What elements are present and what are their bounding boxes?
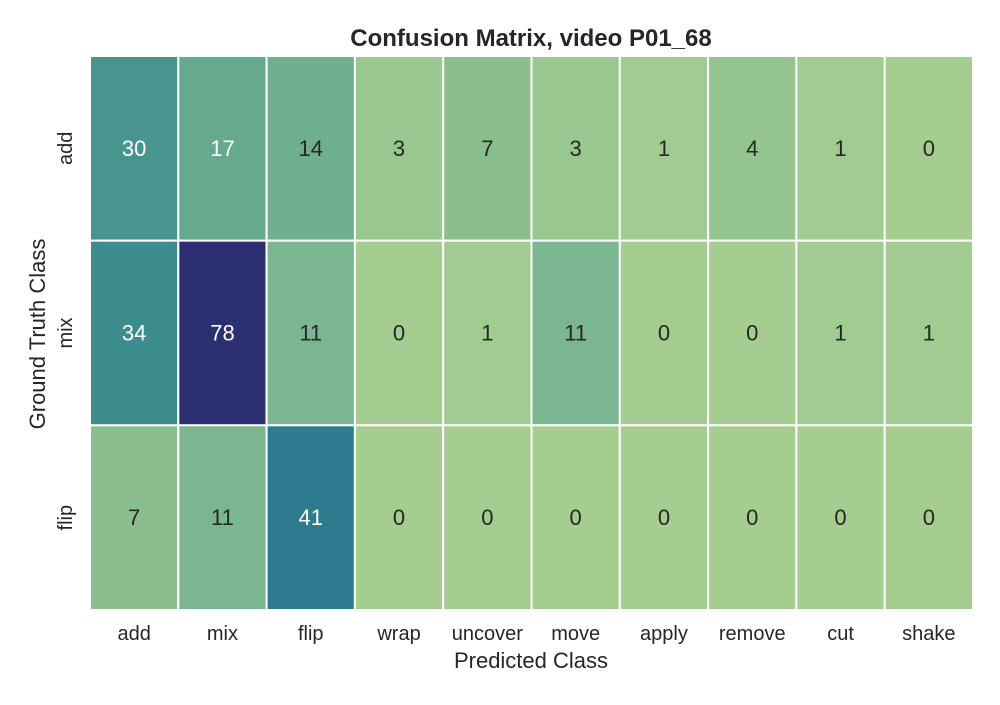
heatmap-cell-mix-apply (618, 239, 710, 427)
heatmap-cell-flip-mix (177, 424, 268, 612)
x-tick-flip: flip (298, 623, 324, 645)
cell-value-add-flip: 14 (299, 136, 323, 161)
heatmap-cell-add-flip (265, 55, 356, 242)
x-tick-uncover: uncover (452, 623, 523, 645)
x-tick-mix: mix (207, 623, 238, 645)
heatmap-cell-flip-add (89, 424, 180, 612)
cell-value-add-move: 3 (570, 136, 582, 161)
heatmap-cell-mix-remove (707, 239, 798, 427)
x-tick-labels: add mix flip wrap uncover move apply remove cut s… (117, 623, 955, 645)
cell-value-add-shake: 0 (923, 136, 935, 161)
chart-title: Confusion Matrix, video P01_68 (350, 25, 711, 52)
cell-value-flip-mix: 11 (211, 505, 234, 530)
heatmap-cells (89, 55, 975, 612)
y-tick-mix: mix (55, 317, 77, 348)
cell-value-mix-uncover: 1 (481, 321, 493, 346)
x-tick-cut: cut (827, 623, 854, 645)
cell-value-add-uncover: 7 (481, 136, 493, 161)
cell-value-mix-remove: 0 (746, 321, 758, 346)
cell-value-mix-add: 34 (122, 321, 146, 346)
y-axis-label: Ground Truth Class (25, 239, 50, 430)
cell-value-flip-add: 7 (128, 505, 140, 530)
cell-value-flip-apply: 0 (658, 505, 670, 530)
cell-value-add-remove: 4 (746, 136, 758, 161)
x-tick-remove: remove (719, 623, 786, 645)
heatmap-cell-mix-move (530, 239, 621, 427)
heatmap-cell-add-shake (883, 55, 975, 242)
cell-value-flip-wrap: 0 (393, 505, 405, 530)
y-tick-flip: flip (55, 505, 77, 531)
cell-value-flip-flip: 41 (299, 505, 323, 530)
cell-value-add-wrap: 3 (393, 136, 405, 161)
cell-value-add-add: 30 (122, 136, 146, 161)
cell-value-add-apply: 1 (658, 136, 670, 161)
cell-value-flip-move: 0 (570, 505, 582, 530)
cell-value-mix-apply: 0 (658, 321, 670, 346)
x-tick-wrap: wrap (376, 623, 420, 645)
y-tick-add: add (55, 132, 77, 165)
x-axis-label: Predicted Class (454, 648, 608, 673)
heatmap-cell-add-move (530, 55, 621, 242)
cell-value-mix-wrap: 0 (393, 321, 405, 346)
cell-value-mix-cut: 1 (834, 321, 846, 346)
heatmap-cell-add-remove (707, 55, 798, 242)
cell-value-add-cut: 1 (834, 136, 846, 161)
heatmap-cell-mix-shake (883, 239, 975, 427)
y-tick-labels: add mix flip (55, 132, 77, 531)
cell-value-flip-remove: 0 (746, 505, 758, 530)
heatmap-cell-flip-uncover (442, 424, 533, 612)
heatmap-cell-add-mix (177, 55, 268, 242)
heatmap-cell-flip-apply (618, 424, 710, 612)
cell-value-add-mix: 17 (210, 136, 234, 161)
cell-value-mix-move: 11 (564, 321, 587, 346)
cell-value-flip-shake: 0 (923, 505, 935, 530)
cell-value-mix-mix: 78 (210, 321, 234, 346)
heatmap-cell-mix-wrap (353, 239, 445, 427)
cell-value-mix-flip: 11 (299, 321, 322, 346)
heatmap-cell-mix-cut (795, 239, 886, 427)
heatmap-cell-flip-cut (795, 424, 886, 612)
cell-value-flip-uncover: 0 (481, 505, 493, 530)
heatmap-cell-flip-flip (265, 424, 356, 612)
heatmap-cell-flip-shake (883, 424, 975, 612)
heatmap-cell-add-add (89, 55, 180, 242)
x-tick-add: add (117, 623, 150, 645)
x-tick-move: move (551, 623, 600, 645)
x-tick-shake: shake (902, 623, 955, 645)
cell-value-mix-shake: 1 (923, 321, 935, 346)
heatmap-cell-labels: 30 17 14 3 7 3 1 4 1 034 78 11 0 1 11 0 0 1 17 11 41 0 0 0 0 0 0 0 (122, 136, 935, 530)
heatmap-cell-mix-mix (177, 239, 268, 427)
cell-value-flip-cut: 0 (834, 505, 846, 530)
heatmap-cell-flip-remove (707, 424, 798, 612)
x-tick-apply: apply (640, 623, 688, 645)
